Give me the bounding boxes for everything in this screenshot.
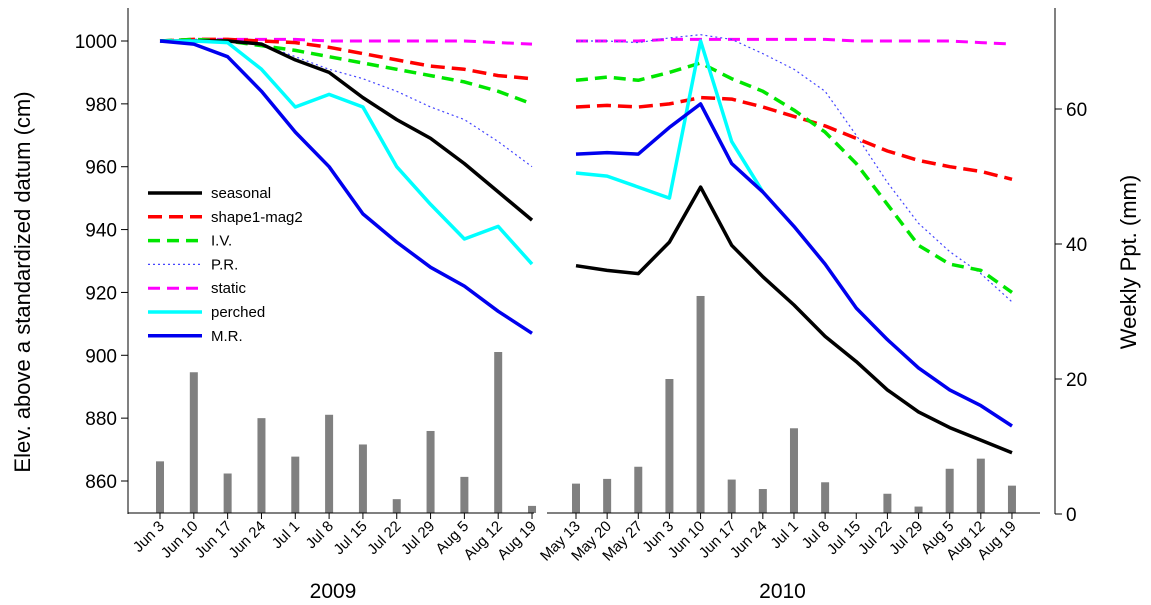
y-right-tick-label: 60 [1066, 100, 1087, 121]
x-tick-label: Jul 22 [855, 518, 895, 558]
precip-bar [789, 428, 798, 513]
y-left-tick-label: 980 [85, 95, 117, 116]
precip-bar [1007, 485, 1016, 513]
y-left-tick-label: 940 [85, 221, 117, 242]
series-line-shape1mag2 [575, 95, 1013, 181]
legend-label-seasonal: seasonal [211, 185, 271, 202]
y-left-tick-label: 960 [85, 158, 117, 179]
precip-bar [758, 489, 767, 513]
panel-year-label: 2010 [759, 580, 806, 603]
precip-bar [291, 456, 300, 513]
y-right-tick-label: 40 [1066, 235, 1087, 256]
series-line-perched [575, 39, 765, 200]
x-tick-label: Jul 29 [886, 518, 926, 558]
precip-bar [460, 476, 469, 513]
panel-year-label: 2009 [310, 580, 357, 603]
x-tick-label: Jun 10 [158, 518, 202, 562]
series-line-iv [575, 61, 1014, 294]
series-line-perched [160, 39, 534, 266]
precip-bar [696, 295, 705, 513]
series-line-mr [575, 102, 1013, 428]
y-right-tick-label: 0 [1066, 505, 1077, 526]
legend-label-perched: perched [211, 304, 265, 321]
precip-bar [426, 430, 435, 513]
precip-bar [727, 479, 736, 513]
series-line-shape1mag2 [159, 37, 533, 81]
legend-label-pr: P.R. [211, 256, 238, 273]
y-left-tick-label: 1000 [75, 32, 117, 53]
precip-bar [528, 505, 537, 513]
precip-bar [665, 379, 674, 513]
series-line-seasonal [575, 185, 1013, 455]
precip-bar [358, 444, 367, 513]
precip-bar [494, 352, 503, 513]
x-tick-label: Jul 1 [269, 518, 303, 552]
y-axis-right-label: Weekly Ppt. (mm) [1116, 175, 1141, 349]
y-axis-left-label: Elev. above a standardized datum (cm) [10, 91, 35, 472]
precip-bar [572, 483, 580, 513]
y-left-tick-label: 880 [85, 409, 117, 430]
legend-label-shape1mag2: shape1-mag2 [211, 209, 303, 226]
precip-bar [325, 414, 334, 513]
y-left-tick-label: 900 [85, 346, 117, 367]
precip-bar [156, 461, 164, 513]
precip-bar [223, 473, 232, 513]
series-line-pr [576, 34, 1013, 303]
precip-bar [821, 482, 830, 513]
x-tick-label: Jun 17 [192, 518, 236, 562]
y-left-tick-label: 860 [85, 472, 117, 493]
precip-bar [945, 468, 954, 513]
elevation-lines [159, 34, 1014, 455]
legend-label-static: static [211, 280, 247, 297]
y-left-tick-label: 920 [85, 283, 117, 304]
precip-bars [156, 295, 1016, 513]
precip-bar [976, 458, 985, 513]
x-tick-label: Jul 22 [364, 518, 404, 558]
x-tick-label: Jun 24 [225, 518, 269, 562]
series-line-pr [159, 38, 533, 168]
precip-bar [189, 372, 198, 513]
precip-bar [634, 466, 643, 513]
precip-bar [603, 478, 612, 513]
y-right-tick-label: 20 [1066, 370, 1087, 391]
legend-label-mr: M.R. [211, 328, 243, 345]
x-tick-label: Jul 29 [398, 518, 438, 558]
precip-bar [883, 493, 892, 513]
precip-bar [257, 418, 266, 513]
x-tick-label: Aug 19 [494, 518, 540, 564]
x-tick-label: Jul 15 [824, 518, 864, 558]
x-tick-label: Jul 1 [767, 518, 801, 552]
series-line-static [576, 37, 1013, 46]
x-tick-label: Jul 15 [330, 518, 370, 558]
precip-bar [392, 499, 401, 513]
precip-bar [914, 506, 923, 513]
legend-label-iv: I.V. [211, 233, 232, 250]
series-line-mr [159, 39, 533, 335]
legend: seasonal shape1-mag2 I.V. P.R. static perched… [148, 185, 303, 345]
